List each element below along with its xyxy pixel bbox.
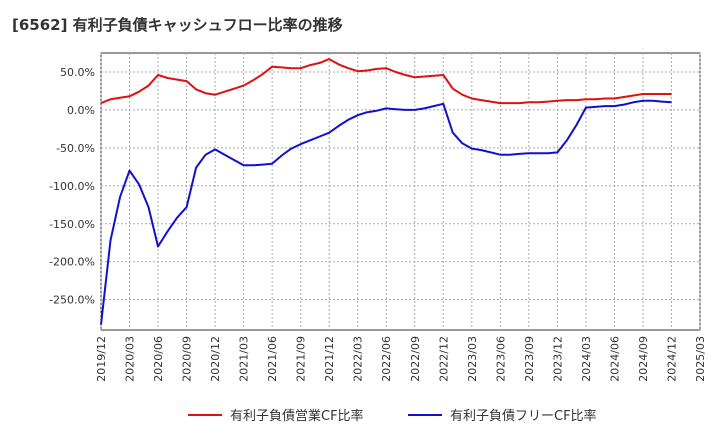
x-tick-label: 2020/12 — [209, 336, 222, 382]
y-tick-label: -100.0% — [49, 180, 95, 193]
legend-label-2: 有利子負債フリーCF比率 — [450, 408, 597, 424]
x-tick-label: 2023/09 — [523, 336, 536, 382]
x-tick-label: 2024/12 — [665, 336, 678, 382]
x-tick-label: 2019/12 — [95, 336, 108, 382]
x-tick-label: 2022/12 — [437, 336, 450, 382]
axis-layer: 50.0% 0.0% -50.0% -100.0% -150.0% -200.0% -250… — [49, 66, 707, 382]
y-tick-label: 50.0% — [60, 66, 95, 79]
y-tick-label: -200.0% — [49, 256, 95, 269]
x-tick-label: 2022/06 — [380, 336, 393, 382]
y-tick-label: -250.0% — [49, 294, 95, 307]
x-tick-label: 2021/03 — [238, 336, 251, 382]
x-tick-label: 2021/12 — [323, 336, 336, 382]
legend-label-1: 有利子負債営業CF比率 — [230, 408, 364, 424]
x-tick-label: 2021/09 — [295, 336, 308, 382]
x-tick-label: 2024/03 — [580, 336, 593, 382]
series-line-1 — [100, 58, 672, 105]
x-tick-label: 2022/03 — [352, 336, 365, 382]
x-tick-label: 2023/12 — [551, 336, 564, 382]
x-tick-label: 2020/03 — [124, 336, 137, 382]
x-tick-label: 2025/03 — [694, 336, 707, 382]
series-line-2 — [100, 99, 672, 325]
x-tick-label: 2021/06 — [266, 336, 279, 382]
x-tick-label: 2020/06 — [152, 336, 165, 382]
series-layer — [100, 58, 672, 325]
x-tick-label: 2020/09 — [181, 336, 194, 382]
x-tick-label: 2024/06 — [608, 336, 621, 382]
y-tick-label: -150.0% — [49, 218, 95, 231]
x-tick-label: 2023/06 — [494, 336, 507, 382]
y-tick-label: 0.0% — [67, 104, 95, 117]
chart-title: [6562] 有利子負債キャッシュフロー比率の推移 — [12, 16, 343, 34]
x-tick-label: 2024/09 — [637, 336, 650, 382]
x-tick-label: 2022/09 — [409, 336, 422, 382]
y-tick-label: -50.0% — [56, 142, 95, 155]
x-tick-label: 2023/03 — [466, 336, 479, 382]
legend: 有利子負債営業CF比率 有利子負債フリーCF比率 — [188, 408, 597, 424]
